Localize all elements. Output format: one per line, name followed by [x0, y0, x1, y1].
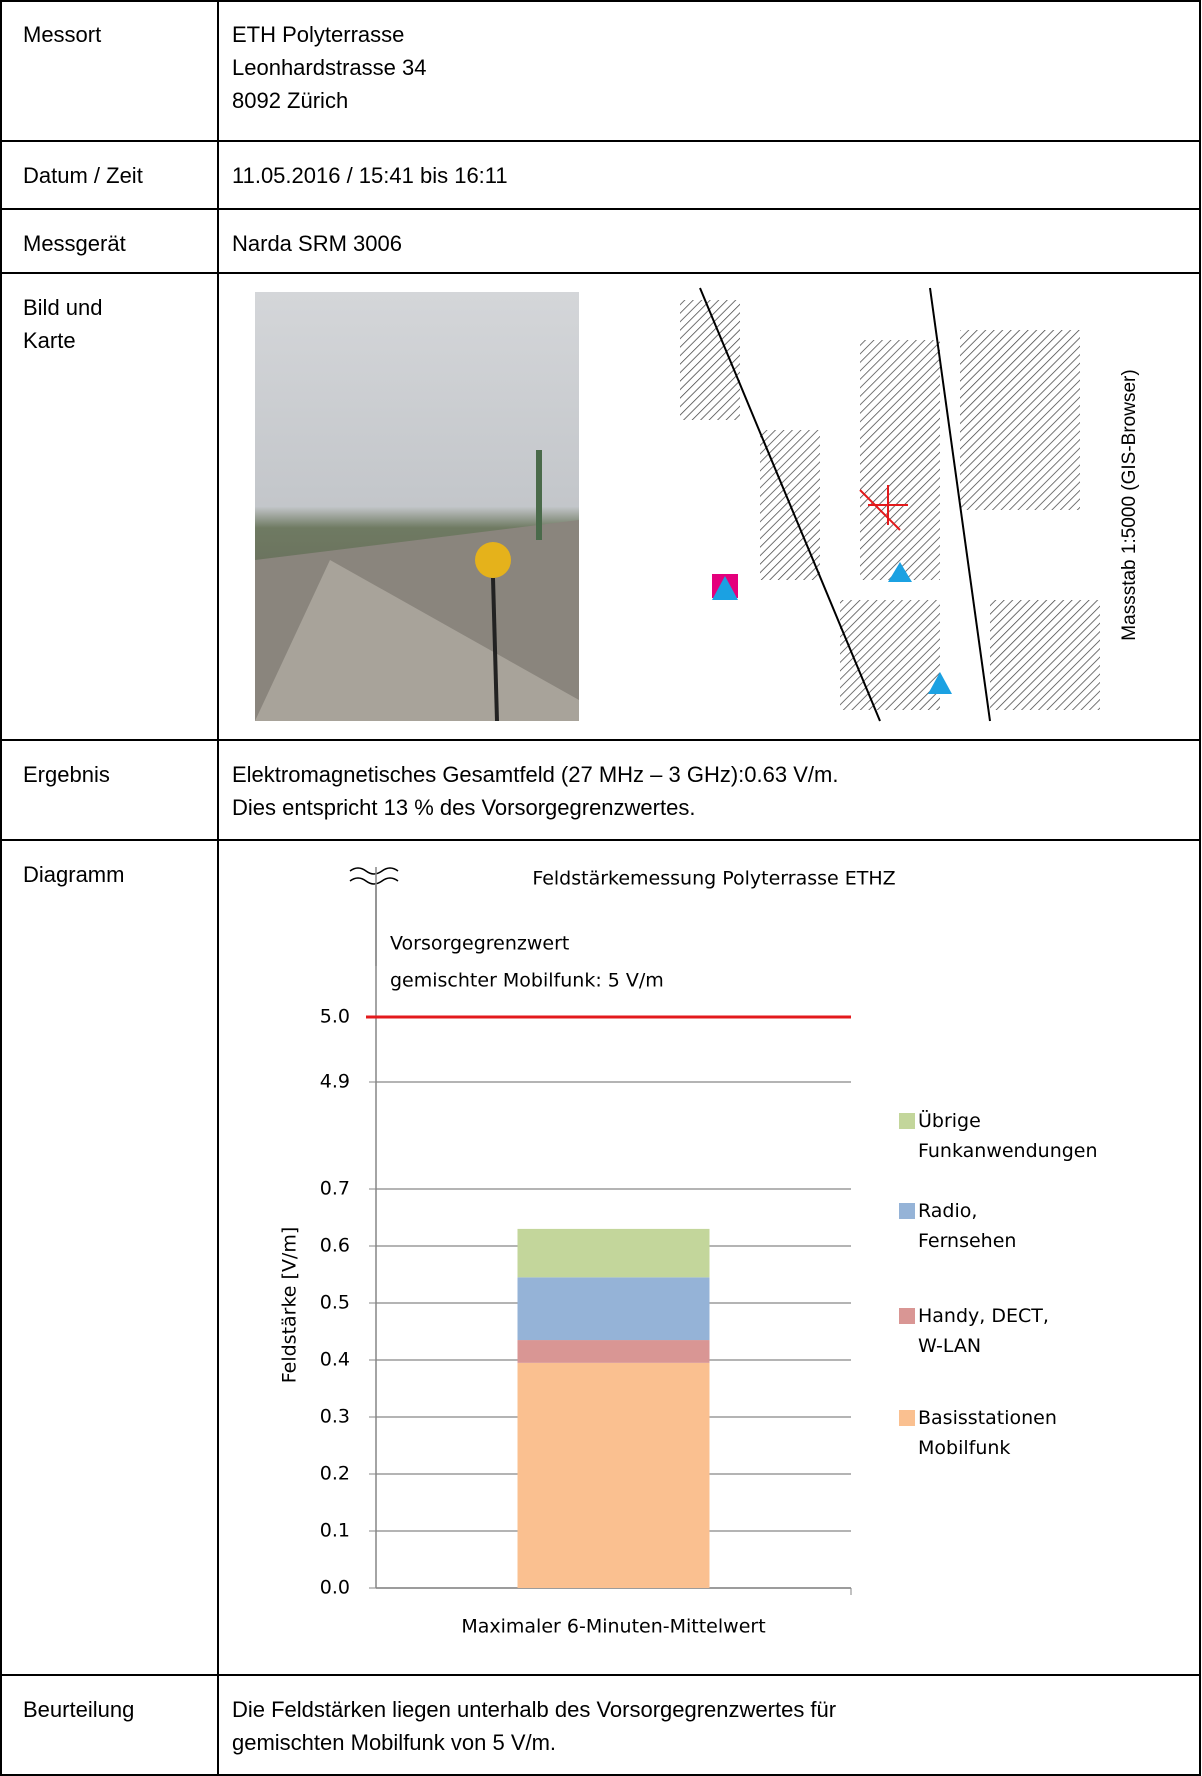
- y-tick-label: 0.3: [320, 1406, 350, 1428]
- y-tick-label: 0.4: [320, 1349, 350, 1371]
- map-caption: Massstab 1:5000 (GIS-Browser): [1119, 369, 1140, 640]
- legend-label: Radio, Fernsehen: [918, 1200, 1017, 1252]
- row-label: Datum / Zeit: [23, 163, 143, 188]
- row-label: Beurteilung: [23, 1697, 134, 1722]
- legend-label: Basisstationen Mobilfunk: [918, 1407, 1057, 1459]
- cell-text: Narda SRM 3006: [232, 231, 402, 256]
- cell-text: gemischten Mobilfunk von 5 V/m.: [232, 1730, 556, 1755]
- bar-segment: [517, 1340, 710, 1363]
- legend-swatch: [899, 1410, 915, 1426]
- legend-label: Übrige Funkanwendungen: [918, 1110, 1098, 1162]
- bar-segment: [517, 1362, 710, 1588]
- y-tick-label: 0.5: [320, 1292, 350, 1314]
- legend-swatch: [899, 1203, 915, 1219]
- cell-text: ETH Polyterrasse: [232, 22, 404, 47]
- limit-label: gemischter Mobilfunk: 5 V/m: [390, 970, 664, 992]
- y-tick-label: 0.2: [320, 1463, 350, 1485]
- y-tick-label: 5.0: [320, 1006, 350, 1028]
- bar-segment: [517, 1228, 710, 1278]
- cell-text: Leonhardstrasse 34: [232, 55, 426, 80]
- legend-swatch: [899, 1308, 915, 1324]
- y-tick-label: 0.0: [320, 1577, 350, 1599]
- chart-title: Feldstärkemessung Polyterrasse ETHZ: [532, 868, 895, 890]
- y-tick-label: 0.6: [320, 1235, 350, 1257]
- y-tick-label: 4.9: [320, 1071, 350, 1093]
- photo: [255, 292, 579, 722]
- row-label: Messort: [23, 22, 101, 47]
- cell-text: Die Feldstärken liegen unterhalb des Vor…: [232, 1697, 836, 1722]
- bar-segment: [517, 1277, 710, 1341]
- y-axis-label: Feldstärke [V/m]: [279, 1227, 301, 1384]
- row-label: Karte: [23, 328, 76, 353]
- cell-text: 11.05.2016 / 15:41 bis 16:11: [232, 163, 508, 188]
- row-label: Messgerät: [23, 231, 126, 256]
- row-label: Ergebnis: [23, 762, 110, 787]
- legend-swatch: [899, 1113, 915, 1129]
- limit-label: Vorsorgegrenzwert: [390, 933, 569, 955]
- y-tick-label: 0.1: [320, 1520, 350, 1542]
- cell-text: Dies entspricht 13 % des Vorsorgegrenzwe…: [232, 795, 695, 820]
- axis-break: [349, 867, 400, 885]
- legend-label: Handy, DECT, W-LAN: [918, 1305, 1049, 1357]
- y-tick-label: 0.7: [320, 1178, 350, 1200]
- cell-text: Elektromagnetisches Gesamtfeld (27 MHz –…: [232, 762, 838, 787]
- x-tick-label: Maximaler 6-Minuten-Mittelwert: [461, 1616, 765, 1638]
- row-label: Bild und: [23, 295, 103, 320]
- map: [672, 287, 1102, 722]
- cell-text: 8092 Zürich: [232, 88, 348, 113]
- row-label: Diagramm: [23, 862, 124, 887]
